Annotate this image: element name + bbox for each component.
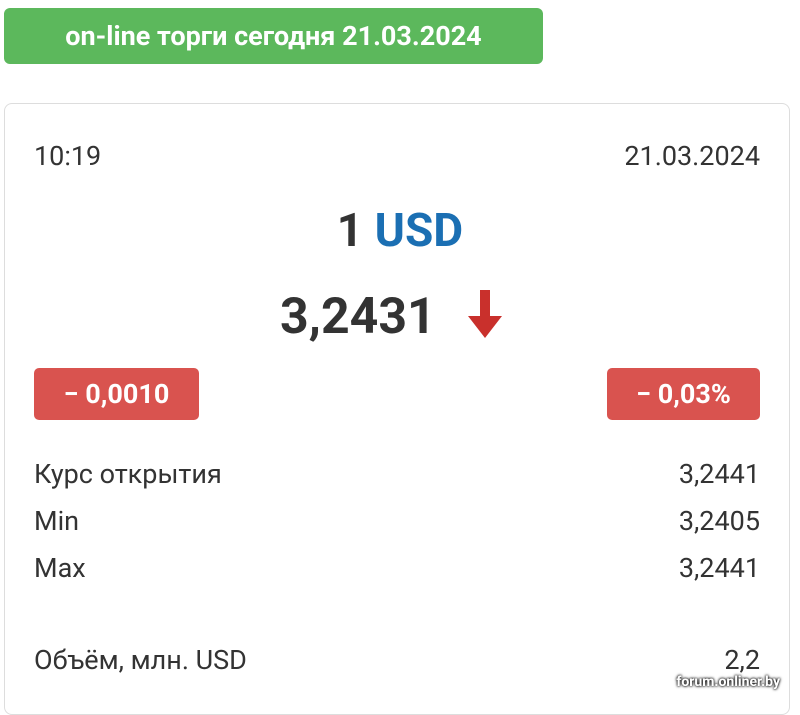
arrow-shape [468, 290, 502, 338]
change-percent-badge: − 0,03% [607, 368, 760, 420]
time: 10:19 [34, 140, 102, 172]
amount: 1 [336, 204, 364, 258]
watermark: forum.onliner.by [676, 674, 780, 690]
stat-value: 3,2405 [678, 505, 760, 537]
header-badge: on-line торги сегодня 21.03.2024 [4, 8, 543, 64]
stat-value: 3,2441 [678, 458, 760, 490]
volume-label: Объём, млн. USD [34, 644, 247, 676]
rate: 3,2431 [280, 288, 436, 346]
date: 21.03.2024 [624, 140, 760, 172]
stat-label: Min [34, 505, 80, 537]
page: on-line торги {"header": {"title": "on-l… [0, 8, 800, 715]
screen: on-line торги сегодня 21.03.2024 10:19 2… [0, 8, 800, 715]
stat-value: 3,2441 [678, 552, 760, 584]
stat-label: Max [34, 552, 86, 584]
stat-label: Курс открытия [34, 458, 222, 490]
down-arrow [468, 290, 502, 338]
change-badge: − 0,0010 [34, 368, 199, 420]
pair: 1 USD [0, 203, 800, 259]
currency: USD [374, 204, 464, 258]
volume-value: 2,2 [724, 644, 760, 676]
